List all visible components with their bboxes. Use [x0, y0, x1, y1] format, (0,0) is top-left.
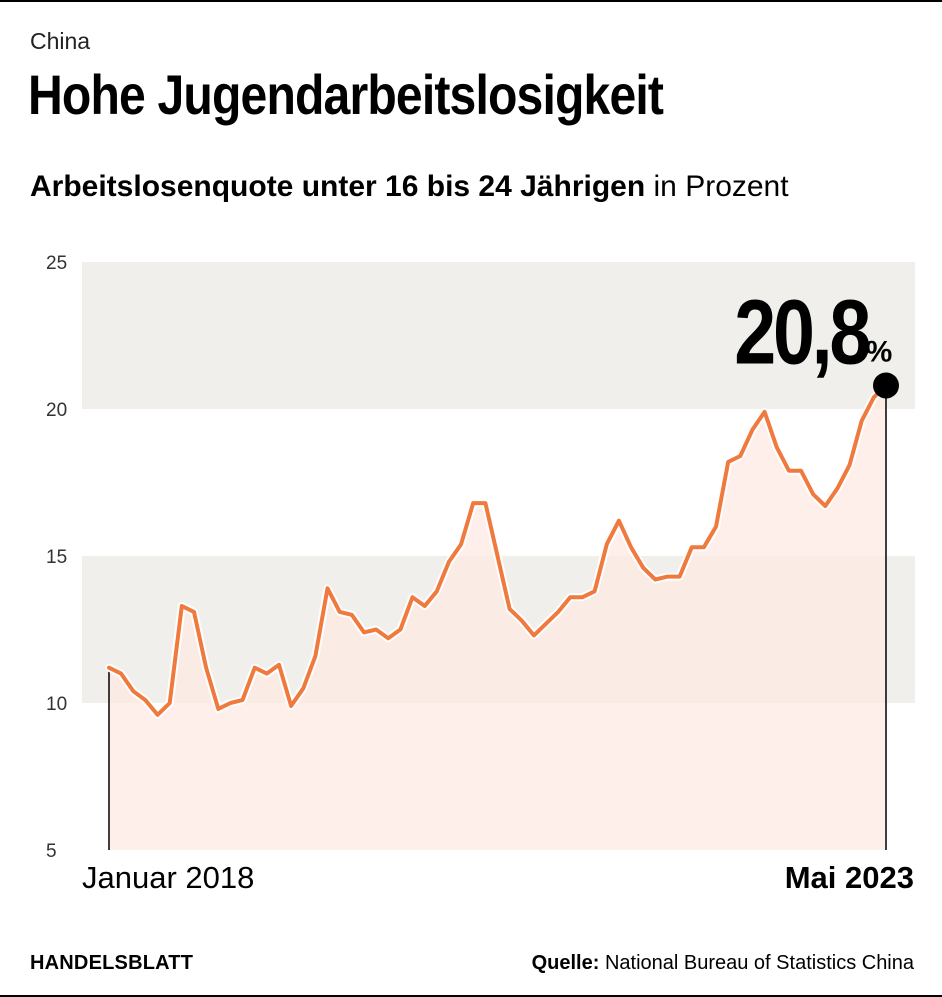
source-note: Quelle: National Bureau of Statistics Ch…: [532, 952, 914, 975]
y-tick-label: 20: [46, 400, 67, 421]
line-chart: 5 10 15 20 25 20,8%: [46, 253, 915, 860]
area-fill: [109, 385, 886, 850]
kicker: China: [30, 28, 91, 54]
highlight-value-label: 20,8: [734, 280, 869, 383]
highlight-unit-label: %: [866, 335, 893, 368]
grid-band: [82, 262, 915, 409]
series-line: [107, 383, 888, 717]
end-point-marker: [873, 372, 899, 399]
bottom-rule: [0, 995, 942, 997]
source-text: National Bureau of Statistics China: [599, 952, 914, 974]
x-axis-end-label: Mai 2023: [784, 860, 914, 895]
chart-subtitle: Arbeitslosenquote unter 16 bis 24 Jährig…: [30, 170, 789, 204]
publisher-logo: HANDELSBLATT: [30, 952, 194, 974]
y-tick-label: 25: [46, 253, 67, 274]
y-tick-label: 5: [46, 841, 57, 860]
x-axis-start-label: Januar 2018: [82, 860, 255, 895]
subtitle-unit: in Prozent: [645, 170, 789, 203]
top-rule: [0, 0, 942, 2]
y-tick-label: 15: [46, 547, 67, 568]
y-tick-label: 10: [46, 694, 67, 715]
subtitle-bold: Arbeitslosenquote unter 16 bis 24 Jährig…: [30, 170, 646, 203]
source-label: Quelle:: [531, 952, 600, 974]
chart-title: Hohe Jugendarbeitslosigkeit: [28, 63, 664, 126]
